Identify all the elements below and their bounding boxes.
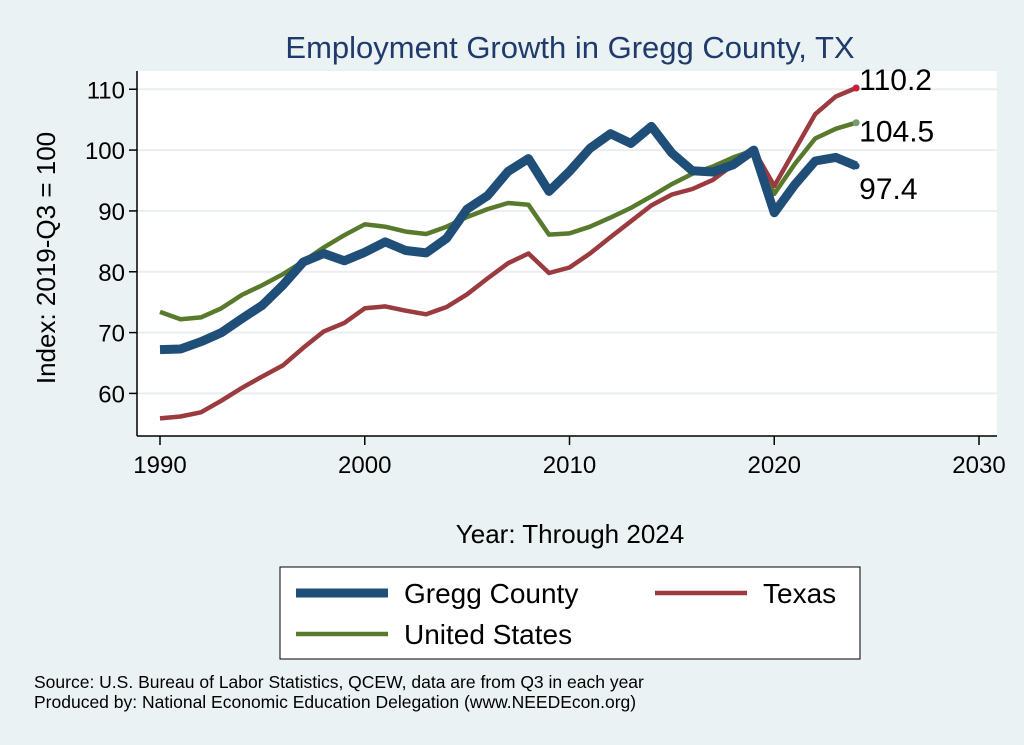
legend-label-0: Gregg County — [404, 578, 578, 609]
legend-box — [279, 566, 861, 660]
x-tick-label-2030: 2030 — [952, 452, 1005, 479]
legend-label-2: United States — [404, 619, 572, 650]
end-labels: 97.4 110.2 104.5 — [859, 64, 934, 206]
plot-area — [137, 71, 997, 436]
chart-title: Employment Growth in Gregg County, TX — [285, 30, 854, 65]
end-label-2: 104.5 — [859, 116, 934, 149]
series-line-0 — [159, 121, 858, 355]
series-endpoint-1 — [852, 84, 860, 92]
y-tick-label-100: 100 — [85, 138, 125, 165]
y-tick-label-110: 110 — [87, 77, 125, 104]
y-tick-label-70: 70 — [98, 321, 125, 348]
y-axis-title: Index: 2019-Q3 = 100 — [31, 132, 61, 384]
source-line-1: Source: U.S. Bureau of Labor Statistics,… — [34, 672, 644, 692]
x-axis-title: Year: Through 2024 — [456, 519, 684, 549]
x-tick-label-2020: 2020 — [748, 452, 801, 479]
y-tick-label-60: 60 — [98, 381, 125, 408]
end-label-1: 110.2 — [859, 64, 932, 97]
source-line-2: Produced by: National Economic Education… — [34, 692, 637, 712]
x-tick-label-1990: 1990 — [133, 452, 186, 479]
x-tick-label-2000: 2000 — [338, 452, 391, 479]
y-tick-label-80: 80 — [98, 260, 125, 287]
legend: Gregg County Texas United States — [296, 578, 836, 650]
x-tick-label-2010: 2010 — [543, 452, 596, 479]
series-endpoint-2 — [852, 119, 860, 127]
y-tick-label-90: 90 — [98, 199, 125, 226]
legend-label-1: Texas — [763, 578, 836, 609]
end-label-0: 97.4 — [859, 173, 917, 206]
source-note: Source: U.S. Bureau of Labor Statistics,… — [34, 672, 644, 712]
series-lines — [159, 84, 860, 421]
series-endpoint-0 — [852, 162, 860, 170]
axes: 60 70 80 90 100 110 1990 2000 2010 2020 2030 — [85, 71, 1006, 479]
